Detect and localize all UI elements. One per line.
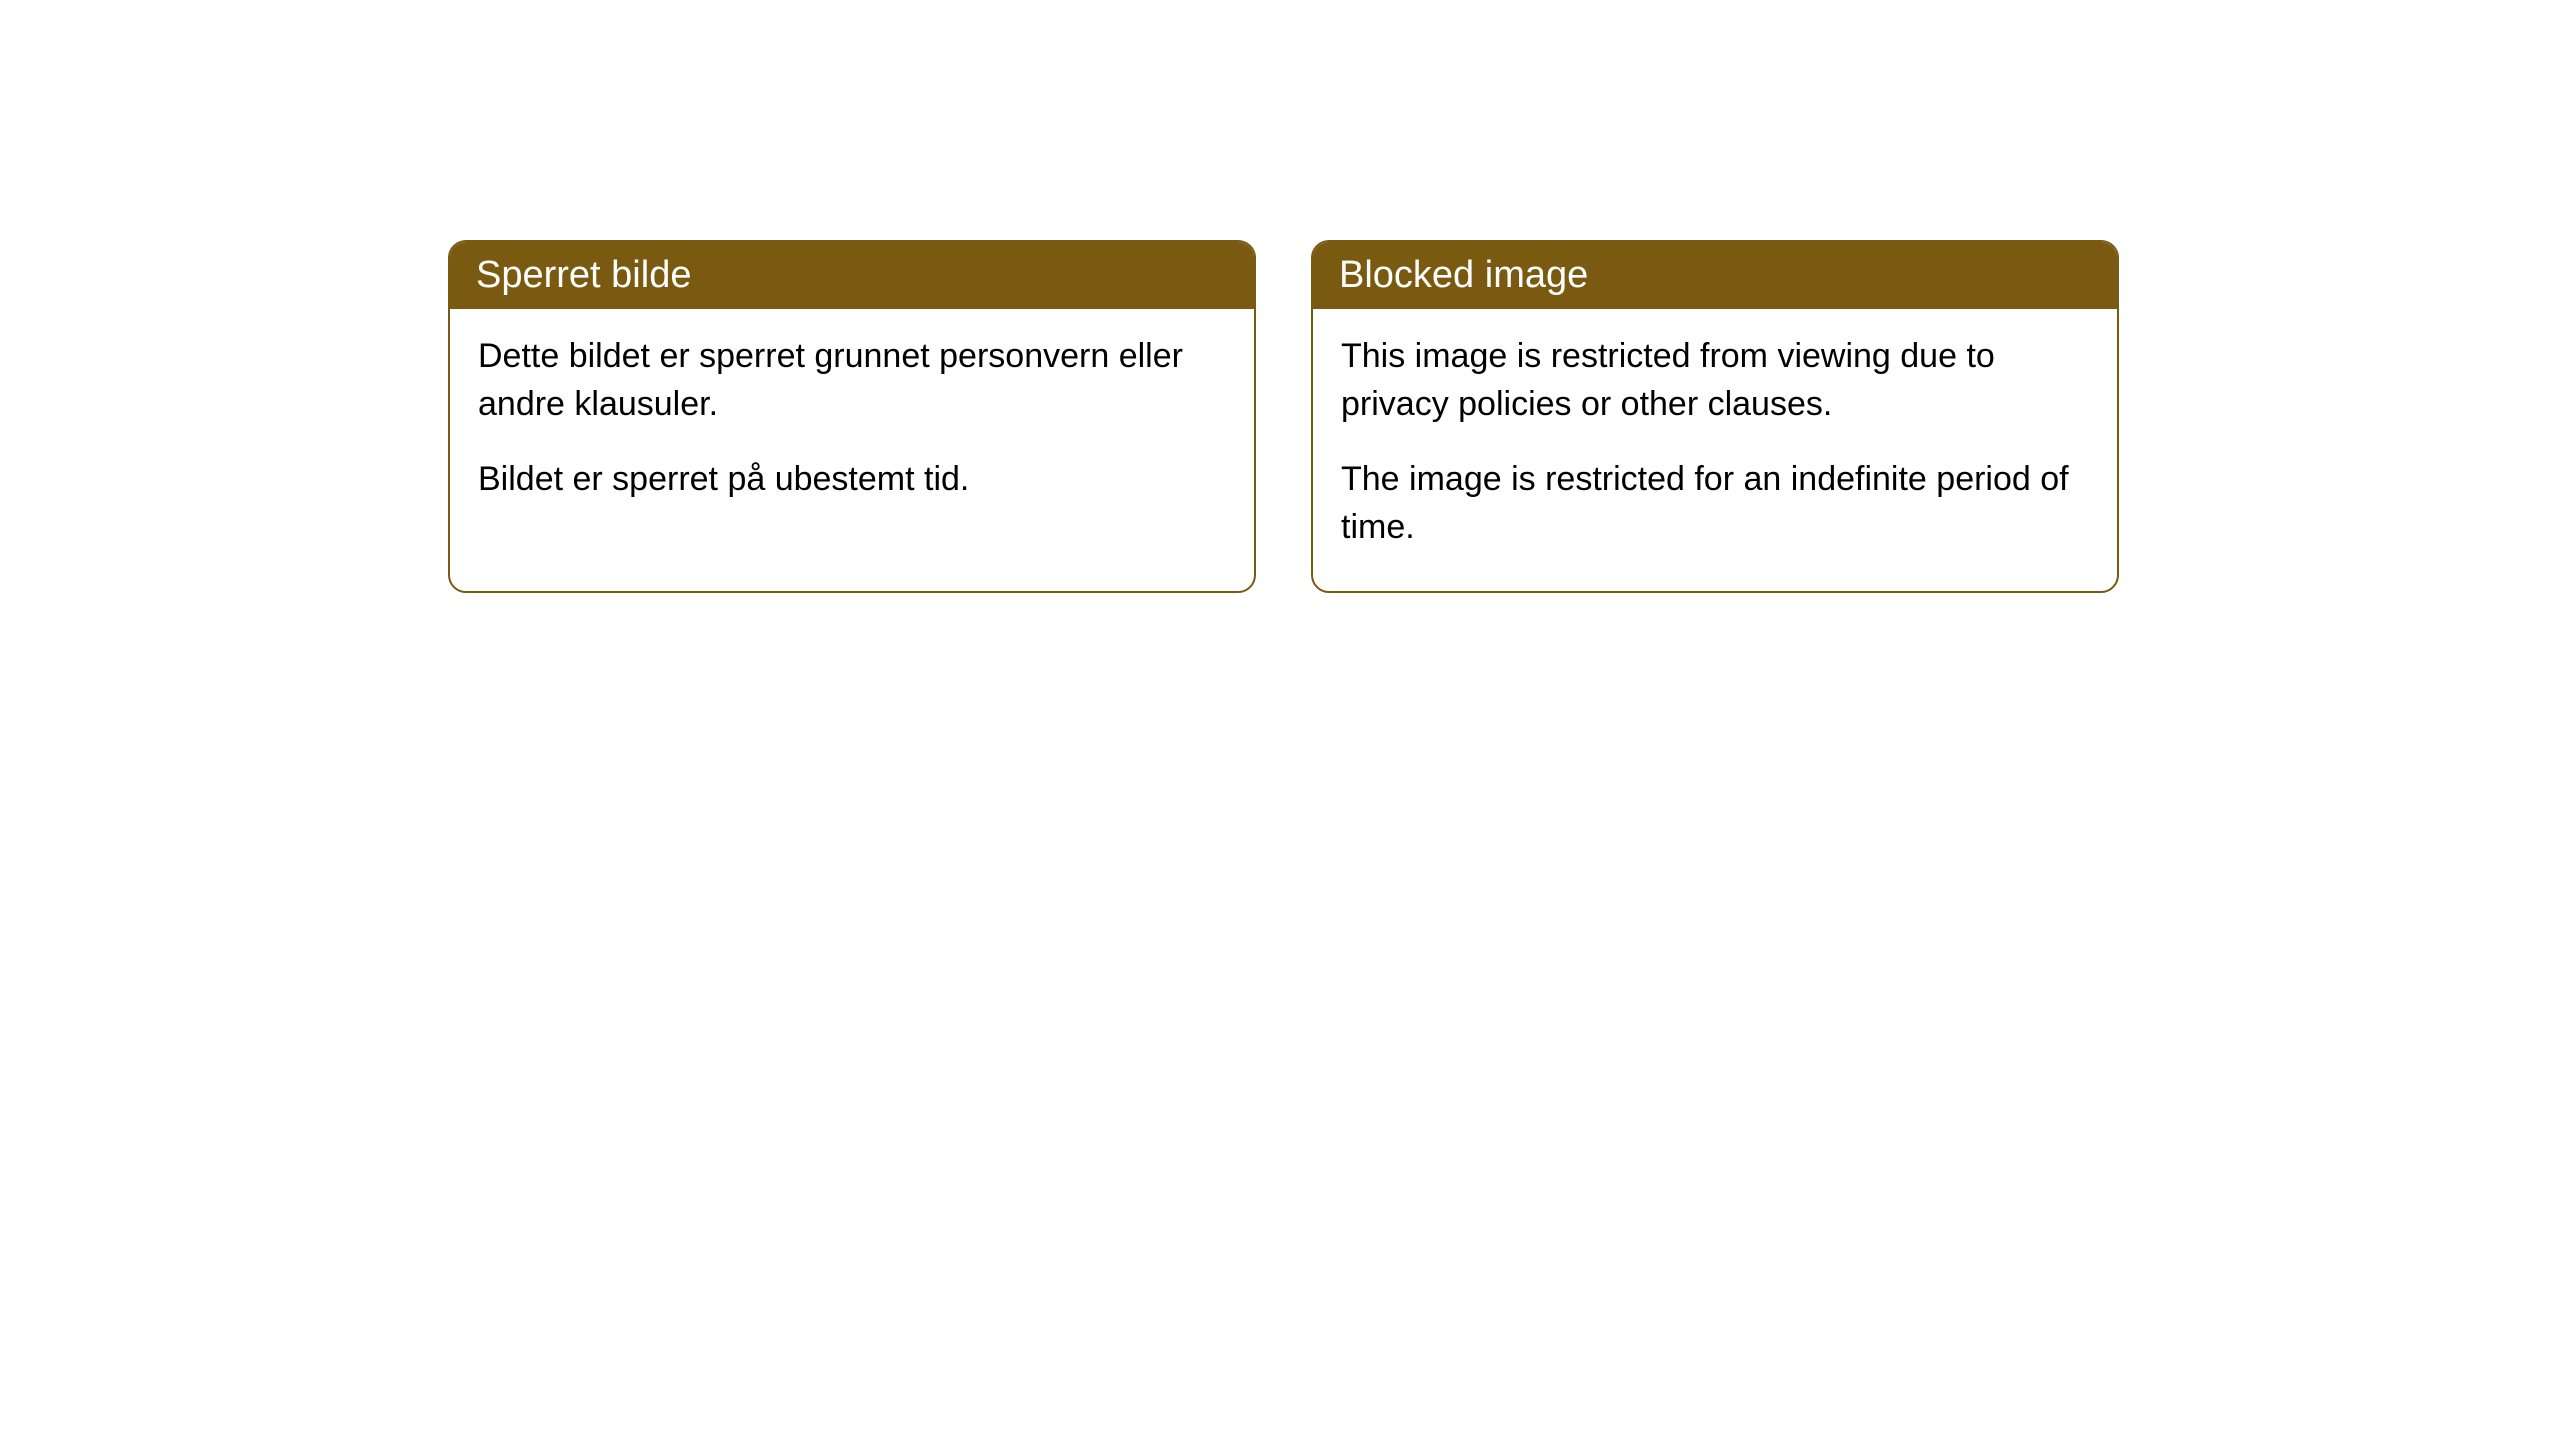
card-text-en-1: This image is restricted from viewing du… — [1341, 333, 2089, 428]
card-text-en-2: The image is restricted for an indefinit… — [1341, 456, 2089, 551]
card-body-en: This image is restricted from viewing du… — [1313, 309, 2117, 591]
card-text-no-1: Dette bildet er sperret grunnet personve… — [478, 333, 1226, 428]
card-header-no: Sperret bilde — [450, 242, 1254, 309]
blocked-image-card-no: Sperret bilde Dette bildet er sperret gr… — [448, 240, 1256, 593]
blocked-image-card-en: Blocked image This image is restricted f… — [1311, 240, 2119, 593]
notice-cards-container: Sperret bilde Dette bildet er sperret gr… — [0, 0, 2560, 593]
card-title-en: Blocked image — [1339, 254, 1588, 296]
card-header-en: Blocked image — [1313, 242, 2117, 309]
card-title-no: Sperret bilde — [476, 254, 691, 296]
card-text-no-2: Bildet er sperret på ubestemt tid. — [478, 456, 1226, 504]
card-body-no: Dette bildet er sperret grunnet personve… — [450, 309, 1254, 544]
